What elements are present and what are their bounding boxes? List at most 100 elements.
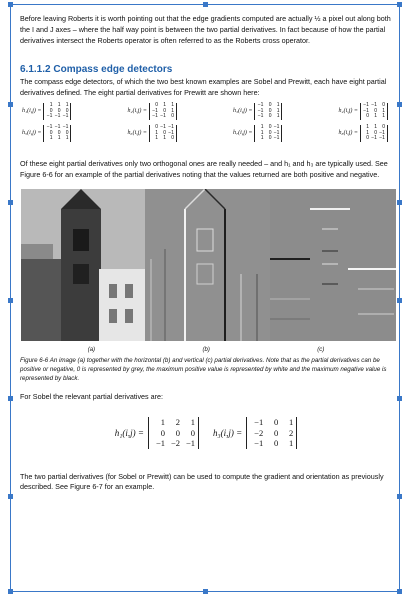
matrix-cell: 0	[366, 113, 369, 120]
matrix-cell: 0	[155, 102, 158, 109]
matrix-cell: 1	[65, 135, 69, 142]
matrix-cell: −1	[46, 124, 53, 131]
orthogonal-paragraph: Of these eight partial derivatives only …	[20, 158, 388, 179]
resize-handle-top-center[interactable]	[203, 2, 208, 7]
resize-handle-bottom-left[interactable]	[8, 589, 13, 594]
figure-panel-labels: (a) (b) (c)	[20, 345, 392, 356]
matrix-cell: 1	[160, 417, 165, 428]
document-body: Before leaving Roberts it is worth point…	[20, 14, 396, 493]
matrix-cell: 0	[163, 107, 166, 114]
matrix-cell: 0	[171, 113, 174, 120]
figure-caption: Figure 6-6 An image (a) together with th…	[20, 357, 387, 383]
matrix-cell: −2	[170, 438, 180, 449]
section-number: 6.1.1.2	[20, 64, 51, 76]
closing-paragraph: The two partial derivatives (for Sobel o…	[20, 471, 384, 492]
matrix-cell: 0	[155, 124, 158, 131]
matrix-cell: −1	[273, 124, 280, 131]
resize-handle-top-left[interactable]	[8, 2, 13, 7]
matrix-cell: −1	[62, 113, 69, 120]
matrix-cell: 0	[171, 135, 174, 142]
matrix-cell: 0	[49, 107, 53, 114]
matrix-cell: 0	[273, 427, 279, 438]
prewitt-matrix-label: h₅(i,j) =	[22, 130, 42, 137]
resize-handle-middle-right[interactable]	[397, 102, 402, 107]
horizontal-derivative-image	[145, 188, 270, 341]
matrix-cell: −1	[273, 129, 280, 136]
matrix-cell: 1	[382, 113, 385, 120]
prewitt-matrix-4: h₄(i,j) = −1 −1 0 −1 0 1 0 1 1	[338, 102, 388, 120]
prewitt-matrix-7: h₇(i,j) = 1 0 −1 1 0 −1 1 0 −1	[233, 124, 283, 142]
matrix-cell: 1	[260, 129, 264, 136]
matrix-cell: 1	[163, 102, 166, 109]
matrix-cell: 1	[276, 102, 280, 109]
resize-handle-middle-right[interactable]	[397, 298, 402, 303]
matrix-cell: 0	[160, 427, 165, 438]
sobel-matrix-label: h₃(i,j) =	[213, 427, 243, 438]
prewitt-matrix-6: h₆(i,j) = 0 −1 −1 1 0 −1 1 1 0	[128, 124, 177, 142]
panel-label-c: (c)	[317, 346, 325, 353]
resize-handle-middle-left[interactable]	[8, 396, 13, 401]
matrix-cell: −1	[363, 107, 369, 114]
sobel-matrix-label: h₁(i,j) =	[114, 427, 144, 438]
sobel-matrix-grid: 1 2 1 0 0 0 −1 −2 −1	[148, 417, 199, 449]
matrix-cell: 1	[57, 135, 61, 142]
matrix-cell: 0	[190, 427, 195, 438]
matrix-cell: 0	[273, 438, 279, 449]
matrix-cell: 0	[175, 427, 180, 438]
resize-handle-middle-right[interactable]	[397, 396, 402, 401]
matrix-cell: −1	[371, 102, 377, 109]
matrix-cell: −1	[46, 113, 53, 120]
matrix-cell: 1	[288, 438, 294, 449]
panel-label-a: (a)	[87, 346, 96, 353]
prewitt-matrix-label: h₁(i,j) =	[22, 108, 42, 115]
resize-handle-middle-left[interactable]	[8, 494, 13, 499]
matrix-cell: 1	[163, 135, 166, 142]
matrix-cell: 1	[276, 107, 280, 114]
prewitt-matrix-label: h₄(i,j) =	[338, 108, 358, 115]
matrix-cell: 1	[382, 107, 385, 114]
matrix-cell: 1	[65, 102, 69, 109]
matrix-cell: 0	[49, 129, 53, 136]
prewitt-matrix-grid: −1 0 1 −1 0 1 −1 0 1	[254, 102, 283, 120]
matrix-cell: −1	[273, 135, 280, 142]
prewitt-matrix-label: h₂(i,j) =	[127, 108, 147, 115]
matrix-cell: 0	[268, 124, 272, 131]
matrix-cell: 1	[260, 135, 264, 142]
matrix-cell: −2	[254, 427, 264, 438]
prewitt-matrix-label: h₃(i,j) =	[233, 108, 253, 115]
selection-frame[interactable]	[8, 2, 402, 594]
resize-handle-top-right[interactable]	[397, 2, 402, 7]
matrix-cell: −1	[185, 438, 195, 449]
matrix-cell: 1	[49, 135, 53, 142]
prewitt-matrix-8: h₈(i,j) = 1 1 0 1 0 −1 0 −1 −1	[339, 124, 388, 142]
compass-paragraph: The compass edge detectors, of which the…	[20, 77, 387, 98]
sobel-matrices: h₁(i,j) = 1 2 1 0 0 0 −1 −2 −1 h₃(i,j) = −1 0 1 −2 0 2 −1…	[20, 417, 392, 449]
resize-handle-middle-left[interactable]	[8, 298, 13, 303]
matrix-cell: −1	[168, 129, 174, 136]
sobel-matrix-grid: −1 0 1 −2 0 2 −1 0 1	[246, 417, 298, 449]
resize-handle-middle-right[interactable]	[397, 494, 402, 499]
matrix-cell: 2	[175, 417, 180, 428]
matrix-cell: −1	[379, 129, 385, 136]
matrix-cell: −1	[54, 124, 61, 131]
matrix-cell: −1	[257, 107, 264, 114]
resize-handle-middle-left[interactable]	[8, 200, 13, 205]
sobel-matrix-1: h₁(i,j) = 1 2 1 0 0 0 −1 −2 −1	[115, 417, 199, 449]
section-title: Compass edge detectors	[53, 64, 173, 76]
matrix-cell: 0	[382, 124, 385, 131]
matrix-cell: −1	[254, 417, 264, 428]
matrix-cell: 1	[57, 102, 61, 109]
matrix-cell: −1	[379, 135, 385, 142]
resize-handle-bottom-right[interactable]	[397, 589, 402, 594]
matrix-cell: −1	[363, 102, 369, 109]
matrix-cell: −1	[160, 113, 166, 120]
matrix-cell: 0	[268, 107, 272, 114]
resize-handle-middle-left[interactable]	[8, 102, 13, 107]
resize-handle-middle-right[interactable]	[397, 200, 402, 205]
matrix-cell: 0	[268, 129, 272, 136]
prewitt-matrix-grid: −1 −1 0 −1 0 1 0 1 1	[359, 102, 388, 120]
sobel-matrix-2: h₃(i,j) = −1 0 1 −2 0 2 −1 0 1	[213, 417, 298, 449]
matrix-cell: 1	[288, 417, 294, 428]
resize-handle-bottom-center[interactable]	[203, 589, 208, 594]
matrix-cell: 1	[171, 102, 174, 109]
